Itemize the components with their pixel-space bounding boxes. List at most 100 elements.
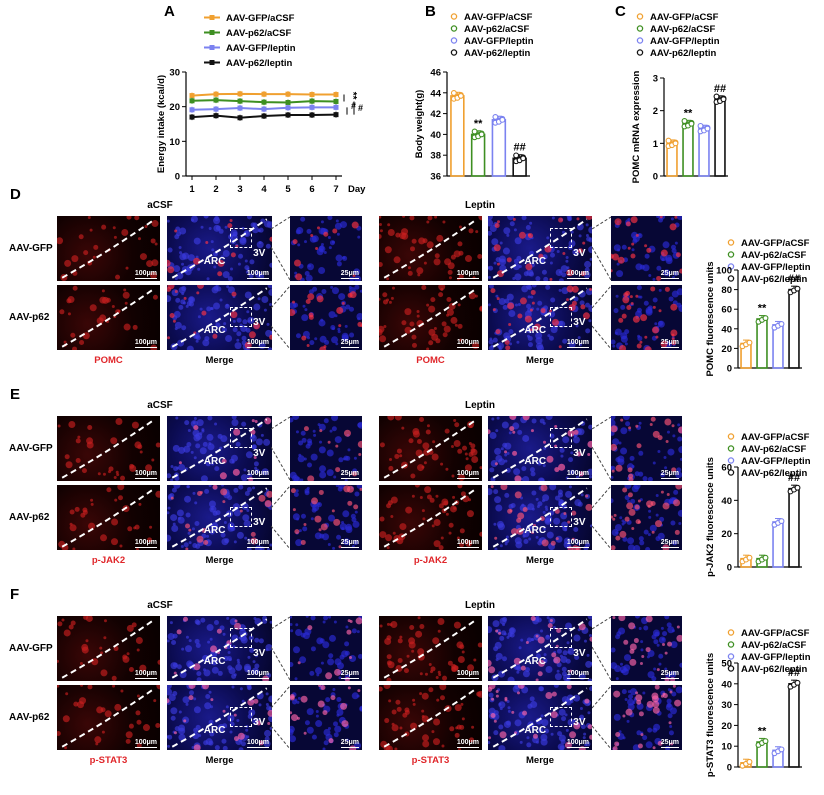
cell bbox=[211, 522, 219, 530]
cell bbox=[174, 321, 182, 329]
cell bbox=[203, 216, 209, 219]
cell bbox=[493, 522, 497, 526]
scale-bar-label: 25μm bbox=[660, 469, 679, 477]
cell bbox=[624, 495, 630, 501]
data-point bbox=[261, 113, 267, 119]
cell bbox=[213, 302, 221, 310]
cell bbox=[577, 428, 585, 436]
cell bbox=[335, 444, 339, 448]
cell bbox=[494, 222, 500, 228]
cell bbox=[549, 618, 553, 622]
cell bbox=[658, 309, 662, 313]
scale-bar-label: 100μm bbox=[456, 469, 479, 477]
cell bbox=[338, 293, 346, 301]
cell bbox=[212, 510, 218, 516]
cell bbox=[310, 517, 314, 521]
arc-boundary bbox=[171, 487, 268, 548]
image-caption: p-JAK2 bbox=[91, 555, 126, 566]
cell bbox=[419, 416, 425, 422]
cell bbox=[126, 216, 132, 220]
cell bbox=[613, 690, 621, 698]
cell bbox=[319, 245, 325, 251]
cell bbox=[389, 458, 393, 462]
cell bbox=[233, 487, 239, 493]
cell bbox=[248, 273, 254, 279]
arc-region-label: ARC bbox=[203, 325, 226, 336]
cell bbox=[224, 225, 228, 229]
cell bbox=[108, 470, 112, 474]
cell bbox=[517, 512, 525, 520]
cell bbox=[341, 720, 349, 728]
body-weight-data-point bbox=[471, 128, 478, 135]
scale-bar-label: 100μm bbox=[456, 738, 479, 746]
cell bbox=[622, 736, 626, 740]
arc-boundary bbox=[383, 418, 478, 479]
cell bbox=[325, 672, 333, 680]
scale-bar: 100μm bbox=[456, 270, 479, 279]
cell bbox=[225, 303, 229, 307]
cell bbox=[494, 536, 498, 540]
cell bbox=[347, 448, 351, 452]
scale-bar-line bbox=[246, 277, 269, 279]
fluorescence-image: 100μm bbox=[379, 685, 482, 750]
cell bbox=[292, 416, 300, 421]
cell bbox=[342, 510, 350, 518]
cell bbox=[68, 624, 74, 630]
cell bbox=[567, 429, 575, 437]
cell bbox=[613, 513, 617, 517]
cell bbox=[229, 218, 233, 222]
cell bbox=[255, 438, 263, 446]
cell bbox=[496, 520, 504, 528]
cell bbox=[467, 664, 475, 672]
cell bbox=[589, 257, 592, 261]
merge-image: ARC 3V 100μm bbox=[167, 685, 272, 750]
cell bbox=[322, 747, 326, 750]
cell bbox=[630, 301, 634, 305]
cell bbox=[611, 416, 616, 421]
cell bbox=[139, 253, 147, 261]
cell bbox=[620, 418, 624, 422]
scale-bar-label: 100μm bbox=[246, 338, 269, 346]
cell bbox=[307, 438, 313, 444]
cell bbox=[344, 324, 348, 328]
cell bbox=[427, 216, 433, 221]
cell bbox=[386, 546, 390, 550]
pjak2-fluor-data-point bbox=[794, 484, 801, 491]
cell bbox=[188, 541, 192, 545]
body-weight-y-tick-label: 36 bbox=[430, 172, 441, 183]
cell-dots bbox=[290, 291, 362, 350]
cell bbox=[495, 504, 503, 512]
cell bbox=[139, 664, 147, 672]
data-point bbox=[285, 105, 291, 111]
scale-bar-label: 25μm bbox=[660, 669, 679, 677]
cell bbox=[558, 492, 564, 498]
cell bbox=[658, 653, 664, 659]
cell bbox=[318, 685, 322, 688]
cell bbox=[664, 286, 670, 292]
image-caption: Merge bbox=[526, 555, 554, 566]
cell bbox=[639, 264, 645, 270]
cell bbox=[196, 291, 200, 295]
cell bbox=[537, 659, 545, 667]
cell bbox=[268, 695, 272, 703]
cell bbox=[294, 271, 298, 275]
cell bbox=[293, 476, 301, 481]
cell bbox=[479, 466, 482, 470]
cell bbox=[416, 267, 424, 275]
cell bbox=[151, 220, 159, 228]
cell bbox=[640, 640, 644, 644]
cell bbox=[390, 496, 398, 504]
cell bbox=[318, 446, 326, 454]
pomc-fluor-data-point bbox=[746, 339, 753, 346]
cell bbox=[246, 685, 252, 688]
cell bbox=[576, 217, 580, 221]
cell bbox=[521, 466, 527, 472]
cell bbox=[89, 304, 97, 312]
cell bbox=[290, 622, 293, 626]
cell bbox=[611, 269, 613, 273]
cell bbox=[295, 430, 299, 434]
cell bbox=[173, 466, 179, 472]
cell bbox=[388, 699, 392, 703]
cell bbox=[387, 416, 395, 421]
connector-line bbox=[592, 446, 612, 481]
